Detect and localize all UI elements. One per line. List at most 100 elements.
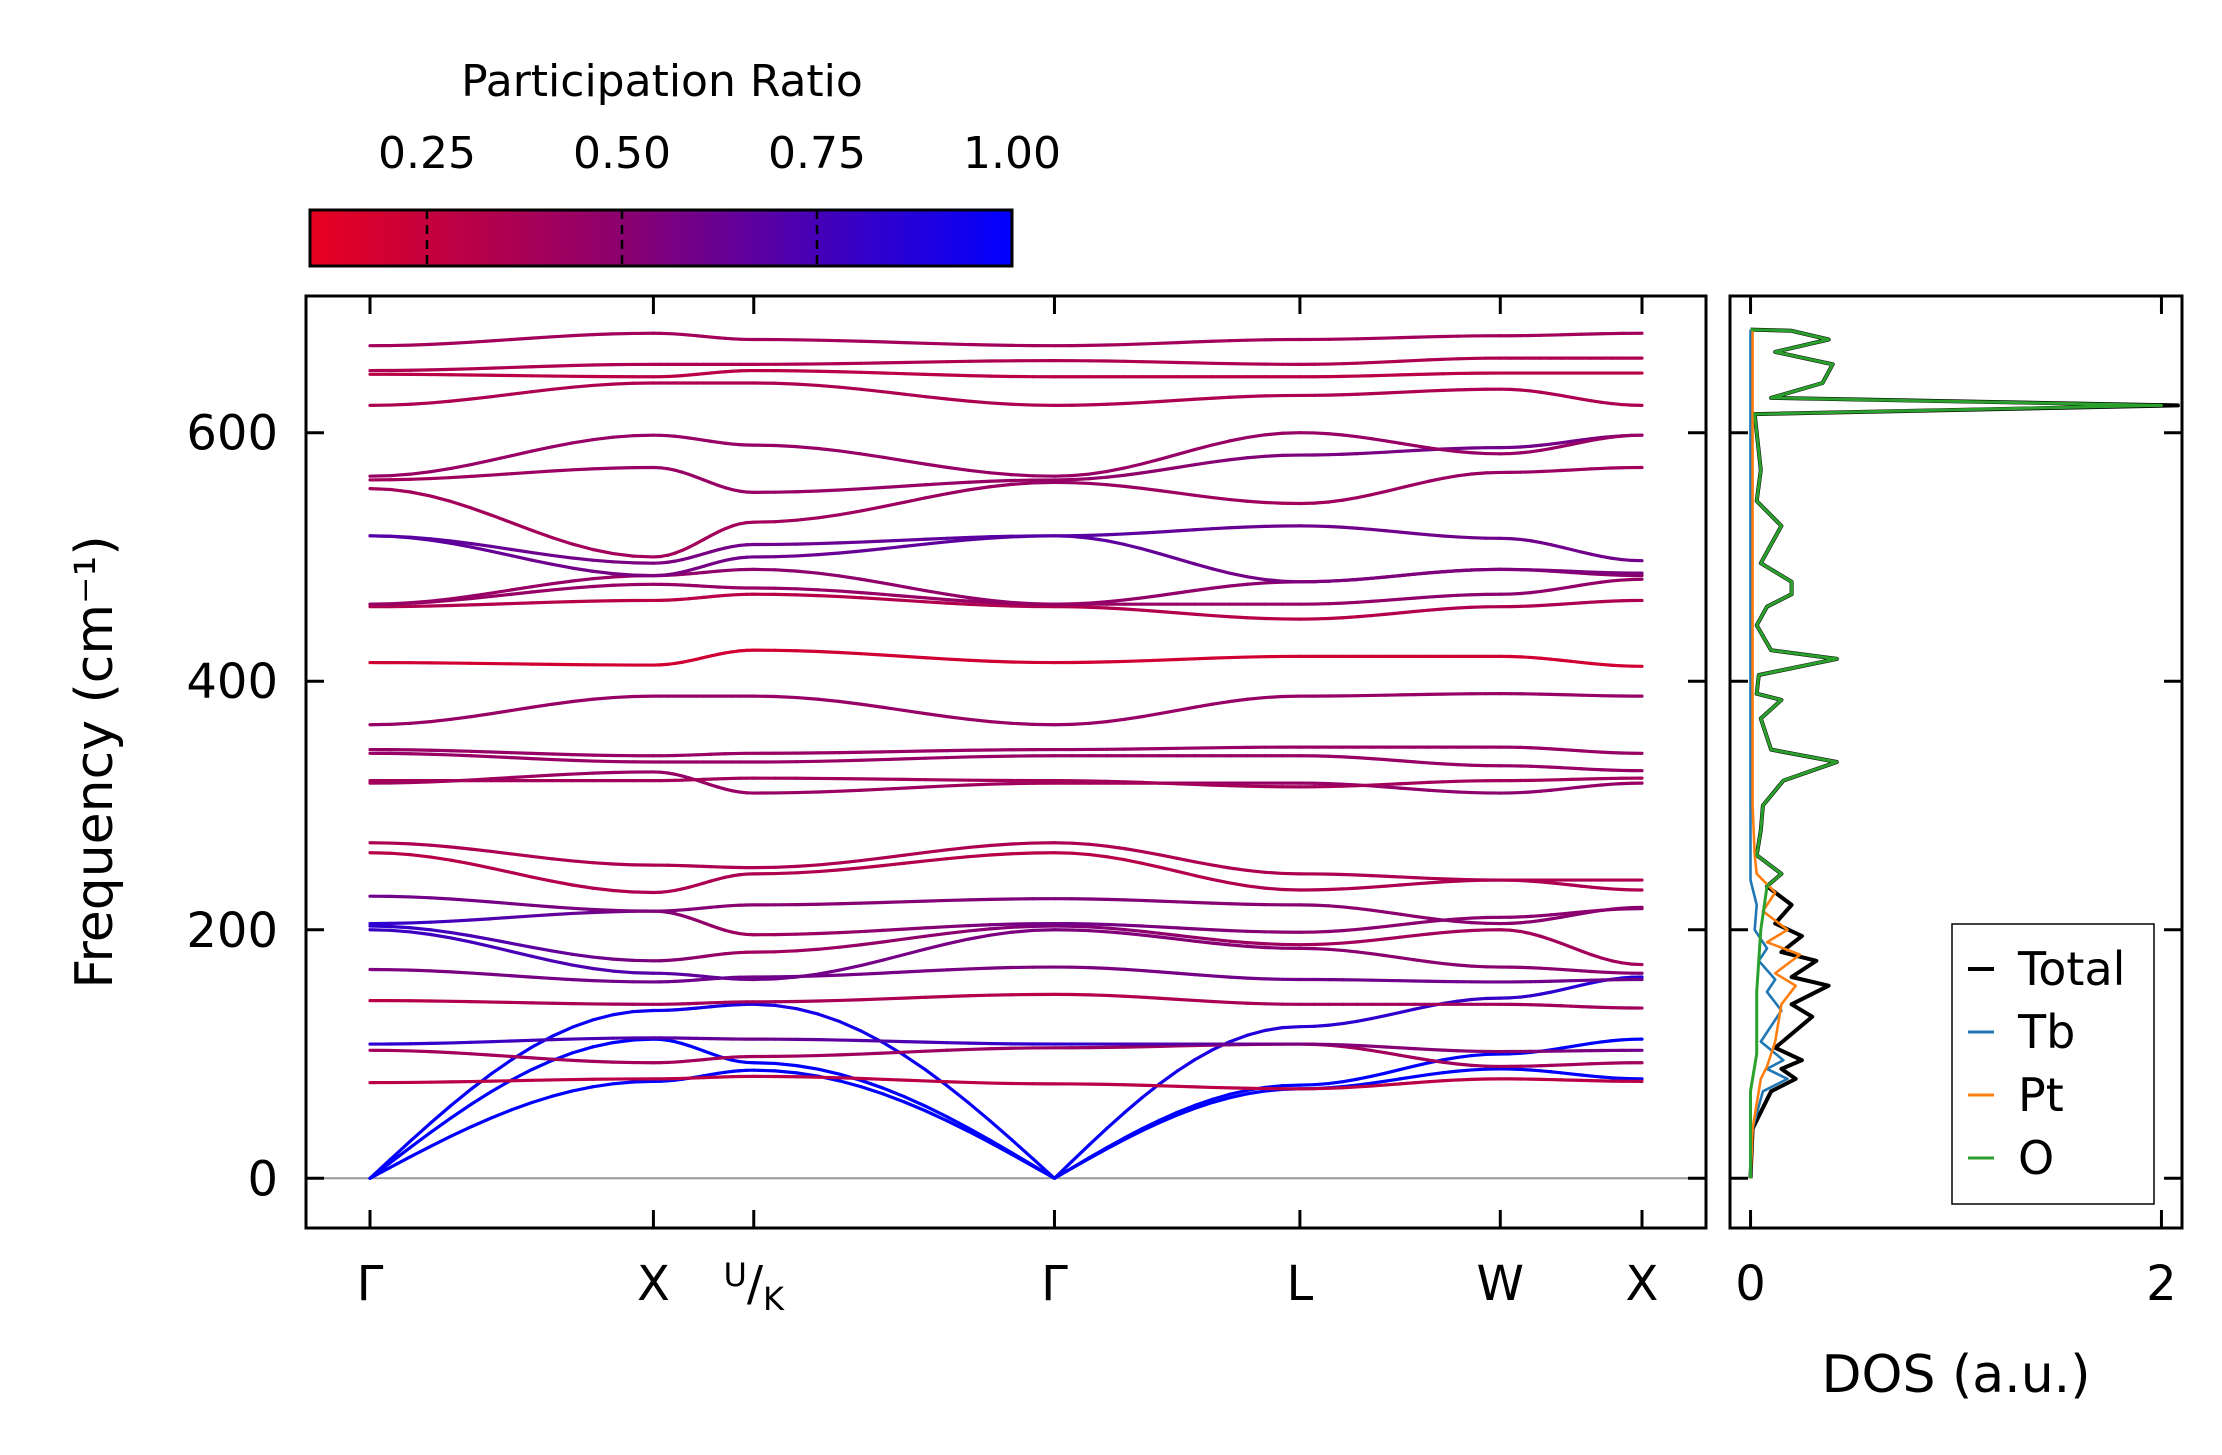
band-segment — [881, 340, 906, 345]
band-segment — [966, 602, 992, 607]
band-segment — [1384, 390, 1402, 395]
band-segment — [570, 910, 595, 916]
band-segment — [1508, 591, 1523, 596]
y-tick-label: 0 — [247, 1151, 278, 1207]
band-segment — [945, 465, 971, 472]
band-segment — [1599, 554, 1614, 560]
band-segment — [1105, 1136, 1127, 1150]
band-segment — [1589, 1040, 1604, 1045]
band-segment — [550, 911, 575, 917]
band-segment — [1620, 557, 1634, 563]
band-segment — [1369, 1071, 1388, 1078]
band-segment — [1398, 1075, 1417, 1081]
band-segment — [1087, 1145, 1109, 1160]
band-segment — [859, 702, 885, 709]
band-segment — [966, 843, 992, 850]
phonon-band — [368, 431, 1644, 478]
band-segment — [1412, 1004, 1431, 1011]
band-segment — [773, 381, 799, 386]
band-segment — [1508, 537, 1523, 542]
band-segment — [510, 590, 534, 596]
band-segment — [1384, 529, 1402, 534]
band-segment — [1455, 1062, 1474, 1067]
band-segment — [388, 1155, 413, 1170]
band-segment — [859, 900, 885, 905]
band-segment — [489, 937, 514, 946]
band-segment — [773, 864, 799, 869]
band-segment — [570, 542, 595, 552]
band-segment — [1369, 527, 1388, 533]
band-segment — [1441, 569, 1459, 574]
band-segment — [1105, 606, 1127, 611]
band-segment — [408, 470, 433, 476]
band-segment — [469, 712, 494, 719]
band-segment — [1508, 995, 1523, 1000]
band-segment — [1529, 589, 1543, 595]
band-segment — [1455, 605, 1474, 610]
band-segment — [1412, 531, 1431, 537]
band-segment — [1441, 606, 1459, 611]
band-segment — [550, 553, 575, 560]
band-segment — [570, 577, 595, 583]
band-segment — [510, 870, 534, 879]
band-segment — [469, 506, 494, 517]
band-segment — [1105, 926, 1127, 932]
k-point-label: Γ — [357, 1256, 384, 1312]
band-segment — [1210, 937, 1232, 943]
band-segment — [1599, 579, 1614, 584]
band-segment — [1369, 937, 1388, 943]
dos-x-tick-label: 2 — [2146, 1256, 2177, 1312]
band-segment — [881, 371, 906, 376]
band-segment — [1589, 437, 1604, 443]
band-segment — [1589, 749, 1604, 754]
band-segment — [1245, 524, 1267, 529]
band-segment — [1140, 608, 1162, 614]
y-tick-label: 600 — [186, 406, 278, 462]
band-segment — [1559, 601, 1573, 606]
band-segment — [1355, 435, 1374, 441]
band-segment — [816, 789, 842, 794]
band-segment — [1398, 882, 1417, 887]
band-segment — [902, 969, 928, 974]
band-segment — [510, 390, 534, 396]
band-segment — [489, 592, 514, 599]
band-segment — [1122, 927, 1144, 933]
band-segment — [1599, 956, 1614, 963]
band-segment — [816, 968, 842, 976]
band-segment — [530, 913, 554, 918]
band-segment — [988, 720, 1014, 725]
band-segment — [449, 1125, 473, 1138]
band-segment — [611, 1038, 635, 1045]
band-segment — [881, 653, 906, 658]
band-segment — [1559, 747, 1573, 752]
band-segment — [923, 942, 949, 951]
band-segment — [1559, 442, 1573, 449]
band-segment — [1569, 601, 1583, 606]
band-segment — [570, 1045, 595, 1055]
band-segment — [795, 593, 820, 598]
band-segment — [1122, 471, 1144, 477]
band-segment — [1412, 787, 1431, 792]
band-segment — [1341, 1085, 1359, 1090]
band-segment — [611, 888, 635, 894]
band-segment — [945, 898, 971, 903]
band-segment — [469, 541, 494, 549]
band-segment — [1280, 579, 1302, 584]
band-segment — [1312, 947, 1331, 951]
band-segment — [1087, 993, 1109, 998]
band-segment — [1579, 1073, 1593, 1078]
band-segment — [945, 601, 971, 606]
band-segment — [631, 554, 656, 559]
band-segment — [570, 758, 595, 763]
band-segment — [1559, 439, 1573, 445]
band-segment — [881, 538, 906, 543]
band-segment — [1158, 1110, 1179, 1122]
dos-curve-o — [1749, 328, 2163, 1179]
band-segment — [530, 751, 554, 756]
band-segment — [530, 1034, 554, 1049]
band-segment — [945, 592, 971, 600]
band-segment — [859, 958, 885, 967]
band-segment — [838, 972, 863, 977]
band-segment — [1210, 495, 1232, 502]
band-segment — [1579, 581, 1593, 587]
